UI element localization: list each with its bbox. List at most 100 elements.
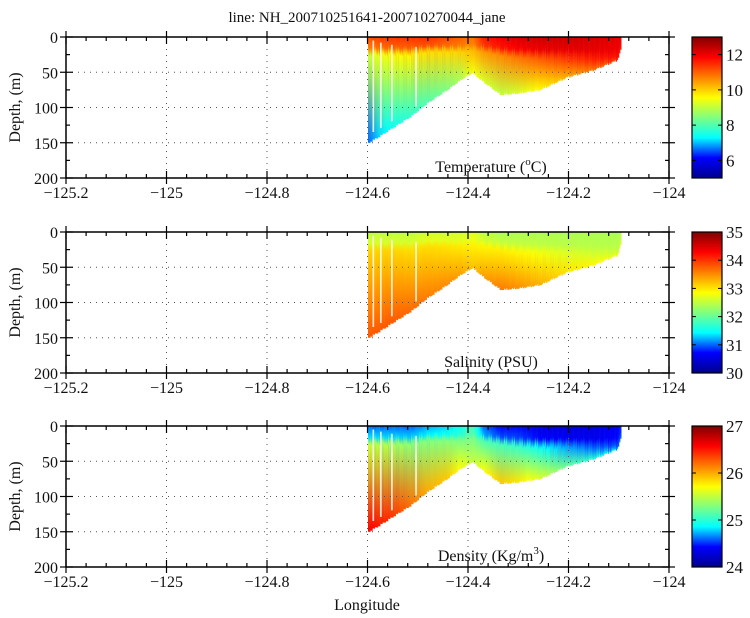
data-column: [481, 426, 484, 471]
data-column: [443, 232, 445, 288]
data-column: [562, 37, 564, 80]
data-column: [554, 426, 557, 472]
data-column: [615, 37, 618, 62]
data-column: [578, 426, 580, 464]
data-column: [616, 426, 619, 450]
data-column: [526, 426, 528, 482]
cast-gap: [415, 46, 417, 107]
data-column: [457, 232, 459, 276]
data-column: [491, 37, 494, 90]
data-column: [515, 426, 517, 484]
data-column: [382, 426, 384, 523]
data-column: [522, 426, 525, 483]
data-column: [548, 37, 550, 87]
data-column: [510, 232, 513, 290]
data-column: [557, 426, 559, 471]
data-column: [370, 426, 372, 531]
data-column: [428, 426, 431, 491]
x-tick-label: −124: [652, 574, 685, 591]
data-column: [601, 37, 603, 67]
data-column: [450, 37, 453, 88]
data-column: [499, 426, 501, 485]
colorbar-tick-label: 8: [726, 116, 735, 135]
data-column: [612, 232, 614, 257]
data-column: [426, 426, 428, 492]
data-column: [555, 232, 558, 279]
data-column: [491, 426, 494, 479]
data-column: [444, 232, 446, 286]
data-column: [515, 232, 517, 290]
x-tick-label: −125: [150, 380, 183, 397]
data-column: [474, 426, 476, 464]
x-tick-label: −124: [652, 380, 685, 397]
data-column: [373, 232, 375, 335]
data-column: [492, 232, 495, 285]
data-column: [506, 37, 508, 94]
data-column: [475, 37, 477, 75]
data-column: [452, 426, 454, 475]
cast-gap: [380, 237, 382, 323]
data-column: [416, 232, 419, 307]
data-column: [529, 37, 531, 91]
data-column: [424, 37, 426, 106]
data-column: [520, 232, 522, 289]
data-column: [382, 232, 384, 329]
data-column: [432, 426, 434, 489]
data-column: [571, 232, 573, 272]
data-column: [413, 37, 415, 114]
data-column: [499, 37, 501, 96]
data-column: [583, 37, 585, 72]
data-column: [539, 426, 541, 479]
data-column: [574, 37, 577, 76]
data-column: [524, 232, 527, 288]
y-tick-label: 50: [42, 65, 58, 82]
data-column: [519, 37, 521, 93]
data-column: [524, 426, 527, 482]
data-column: [508, 232, 510, 290]
x-tick-label: −124.8: [244, 574, 289, 591]
data-column: [618, 37, 621, 54]
data-column: [532, 426, 535, 481]
data-column: [381, 232, 383, 331]
data-column: [613, 232, 615, 257]
data-column: [558, 37, 560, 81]
data-column: [401, 232, 403, 318]
data-column: [464, 232, 466, 274]
data-column: [471, 426, 474, 463]
x-tick-label: −125.2: [43, 185, 88, 202]
data-column: [490, 232, 493, 282]
x-tick-label: −124.6: [345, 185, 390, 202]
x-tick-label: −124.8: [244, 185, 289, 202]
data-column: [543, 426, 546, 478]
data-column: [446, 426, 448, 480]
data-column: [582, 232, 584, 269]
data-column: [486, 426, 488, 474]
data-column: [463, 426, 465, 468]
data-column: [379, 426, 381, 527]
data-column: [590, 426, 592, 460]
data-column: [561, 426, 563, 470]
data-column: [469, 37, 472, 75]
data-column: [413, 426, 415, 503]
data-column: [581, 426, 583, 462]
data-column: [422, 232, 424, 303]
data-column: [592, 426, 594, 461]
panel-label-main: Salinity (PSU): [444, 354, 538, 371]
data-column: [562, 232, 564, 275]
data-field: [368, 232, 622, 338]
y-tick-label: 150: [34, 525, 58, 542]
x-tick-label: −125: [150, 574, 183, 591]
data-column: [422, 37, 424, 108]
data-column: [416, 426, 419, 501]
data-column: [494, 232, 496, 286]
data-column: [541, 37, 543, 90]
data-column: [373, 37, 375, 140]
data-column: [500, 232, 503, 290]
data-column: [541, 426, 543, 479]
data-column: [458, 426, 461, 471]
data-column: [583, 426, 585, 461]
data-column: [446, 232, 448, 286]
data-column: [521, 37, 524, 92]
data-column: [606, 426, 609, 453]
data-column: [576, 37, 579, 76]
